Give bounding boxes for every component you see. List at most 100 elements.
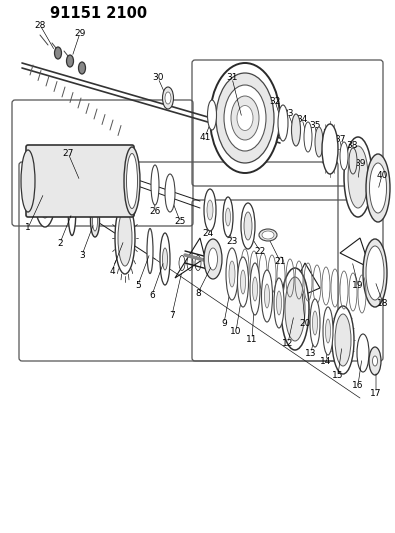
Ellipse shape — [216, 73, 274, 163]
Ellipse shape — [366, 154, 390, 222]
Ellipse shape — [124, 147, 140, 215]
Ellipse shape — [241, 270, 246, 294]
Text: 14: 14 — [320, 357, 332, 366]
Text: 24: 24 — [202, 229, 214, 238]
Ellipse shape — [207, 100, 216, 130]
Ellipse shape — [68, 181, 76, 236]
Text: 15: 15 — [332, 370, 344, 379]
Ellipse shape — [276, 291, 282, 315]
Text: 21: 21 — [274, 256, 286, 265]
Ellipse shape — [204, 239, 222, 279]
Text: 9: 9 — [221, 319, 227, 327]
Ellipse shape — [262, 231, 274, 239]
Ellipse shape — [278, 105, 288, 141]
Ellipse shape — [165, 92, 171, 104]
Ellipse shape — [285, 277, 305, 341]
Text: 39: 39 — [354, 158, 366, 167]
Ellipse shape — [325, 319, 331, 343]
Text: 35: 35 — [309, 120, 321, 130]
Ellipse shape — [115, 202, 135, 274]
Text: 4: 4 — [109, 266, 115, 276]
Text: 26: 26 — [149, 206, 161, 215]
Ellipse shape — [90, 205, 100, 237]
Text: 11: 11 — [246, 335, 258, 343]
Ellipse shape — [292, 114, 301, 146]
Text: 12: 12 — [282, 338, 294, 348]
Ellipse shape — [224, 85, 266, 151]
Text: 27: 27 — [62, 149, 74, 157]
Ellipse shape — [162, 248, 167, 270]
Ellipse shape — [363, 239, 387, 307]
Text: 7: 7 — [169, 311, 175, 319]
Ellipse shape — [34, 159, 56, 227]
Ellipse shape — [322, 124, 338, 174]
Text: 16: 16 — [352, 381, 364, 390]
Ellipse shape — [79, 62, 85, 74]
Ellipse shape — [259, 229, 277, 241]
Text: 31: 31 — [226, 74, 238, 83]
Ellipse shape — [265, 284, 269, 308]
Ellipse shape — [223, 197, 233, 237]
Ellipse shape — [252, 277, 258, 301]
Ellipse shape — [310, 299, 320, 347]
Text: 36: 36 — [322, 128, 334, 138]
Text: 33: 33 — [282, 109, 294, 117]
Ellipse shape — [344, 137, 372, 217]
Ellipse shape — [151, 165, 159, 205]
Text: 5: 5 — [135, 280, 141, 289]
Text: 18: 18 — [377, 298, 389, 308]
Ellipse shape — [38, 168, 52, 218]
Ellipse shape — [281, 268, 309, 350]
Ellipse shape — [315, 127, 323, 157]
Ellipse shape — [340, 142, 348, 170]
Ellipse shape — [335, 314, 351, 366]
Text: 40: 40 — [376, 171, 387, 180]
Text: 37: 37 — [334, 134, 346, 143]
Text: 1: 1 — [25, 223, 31, 232]
Text: 29: 29 — [74, 28, 86, 37]
Ellipse shape — [366, 246, 384, 300]
Text: 30: 30 — [152, 74, 164, 83]
Ellipse shape — [209, 248, 218, 270]
Text: 3: 3 — [79, 251, 85, 260]
Ellipse shape — [372, 356, 378, 366]
Ellipse shape — [241, 203, 255, 249]
Ellipse shape — [323, 307, 333, 355]
Text: 38: 38 — [346, 141, 358, 149]
Ellipse shape — [261, 270, 273, 322]
Ellipse shape — [237, 257, 248, 307]
Ellipse shape — [369, 347, 381, 375]
Text: 8: 8 — [195, 288, 201, 297]
Text: 20: 20 — [299, 319, 311, 327]
Text: 41: 41 — [199, 133, 211, 141]
Ellipse shape — [126, 154, 137, 208]
Ellipse shape — [312, 311, 318, 335]
Ellipse shape — [332, 306, 354, 374]
Text: 10: 10 — [230, 327, 242, 335]
Ellipse shape — [348, 146, 368, 208]
Text: 19: 19 — [352, 280, 364, 289]
FancyBboxPatch shape — [26, 145, 134, 217]
Text: 13: 13 — [305, 349, 317, 358]
Ellipse shape — [226, 248, 238, 300]
Ellipse shape — [357, 334, 369, 372]
Ellipse shape — [244, 212, 252, 240]
Text: 22: 22 — [254, 246, 265, 255]
Ellipse shape — [210, 63, 280, 173]
Ellipse shape — [162, 87, 173, 109]
Text: 2: 2 — [57, 238, 63, 247]
Ellipse shape — [21, 150, 35, 212]
Ellipse shape — [204, 189, 216, 231]
Text: 6: 6 — [149, 290, 155, 300]
Ellipse shape — [160, 233, 170, 285]
Ellipse shape — [349, 148, 357, 174]
Ellipse shape — [231, 96, 259, 140]
Text: 28: 28 — [34, 20, 46, 29]
Ellipse shape — [92, 211, 98, 231]
Ellipse shape — [369, 163, 386, 213]
Ellipse shape — [118, 210, 132, 266]
Ellipse shape — [237, 106, 253, 131]
Ellipse shape — [55, 47, 62, 59]
Text: 32: 32 — [269, 96, 281, 106]
Ellipse shape — [304, 122, 312, 152]
